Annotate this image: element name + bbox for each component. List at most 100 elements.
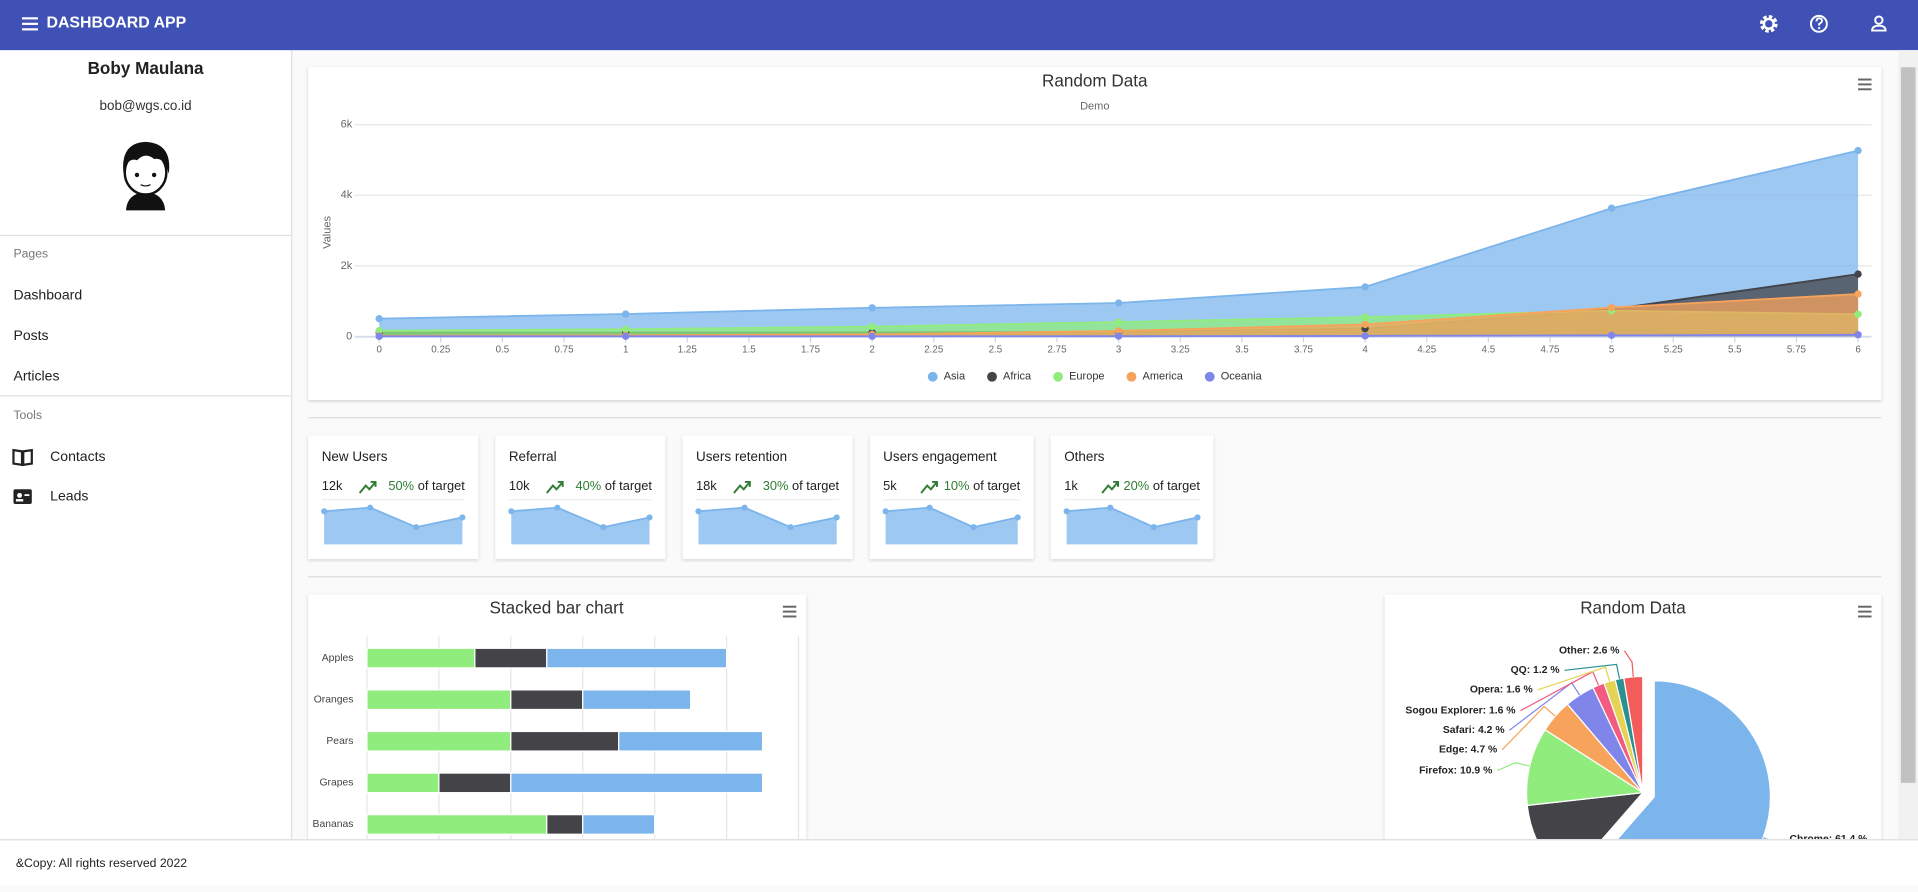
trend-icon (920, 481, 938, 494)
x-tick-label: 1.5 (742, 344, 756, 355)
sparkline-area (885, 507, 1018, 545)
card-note: of target (418, 478, 466, 493)
card-title: New Users (322, 449, 388, 464)
sparkline-point (367, 504, 374, 511)
y-axis-label: Values (322, 216, 334, 249)
data-label: Chrome: 61.4 % (1790, 834, 1868, 845)
y-tick-label: Apples (322, 653, 354, 664)
sparkline-line (324, 506, 463, 529)
x-tick-label: 2.75 (1048, 344, 1068, 355)
point-marker (1114, 299, 1123, 307)
settings-button[interactable] (1759, 14, 1778, 33)
point-marker (1361, 283, 1369, 291)
help-button[interactable] (1809, 14, 1828, 33)
sparkline-point (970, 524, 977, 531)
legend-item[interactable]: Oceania (1204, 371, 1263, 383)
content: Pages Dashboard Posts Articles Tools Contacts… (13, 71, 1872, 845)
card-note: of target (605, 478, 653, 493)
section-title: Tools (13, 408, 42, 422)
area-fill (379, 294, 1859, 337)
chart-menu[interactable] (1858, 605, 1872, 618)
point-marker (622, 310, 630, 318)
pie-slice (1526, 791, 1645, 840)
chart-menu[interactable] (1858, 78, 1872, 91)
legend-item[interactable]: Africa (987, 371, 1032, 383)
x-tick-label: 3.25 (1171, 344, 1191, 355)
data-label: QQ: 1.2 % (1511, 665, 1560, 676)
point-marker (375, 332, 383, 340)
point-marker (868, 304, 876, 312)
data-label: Firefox: 10.9 % (1419, 765, 1492, 776)
point-marker (1361, 320, 1369, 329)
card-percent: 20% (1124, 478, 1150, 493)
card-value: 18k (696, 478, 717, 493)
point-marker (1854, 270, 1862, 278)
sparkline-point (1014, 514, 1021, 521)
sparkline-point (787, 524, 794, 531)
scrollbar-thumb[interactable] (1900, 67, 1916, 783)
sparkline-point (926, 504, 933, 511)
card-title: Referral (509, 449, 557, 464)
user-email: bob@wgs.co.id (100, 98, 192, 113)
y-tick-label: 6k (341, 119, 353, 131)
x-tick-label: 4.25 (1417, 344, 1437, 355)
x-tick-label: 2.25 (924, 344, 944, 355)
menu-button[interactable] (22, 17, 38, 31)
nav-item[interactable]: Dashboard (13, 287, 82, 303)
nav-item[interactable]: Leads (50, 487, 88, 503)
point-marker (1854, 331, 1862, 339)
nav-item[interactable]: Contacts (50, 448, 105, 464)
point-marker (1607, 331, 1616, 339)
trend-icon-arrow (1113, 480, 1119, 487)
app-title: DASHBOARD APP (46, 14, 186, 31)
x-tick-label: 5 (1609, 344, 1615, 355)
legend-item[interactable]: America (1126, 371, 1184, 383)
sparkline-point (554, 504, 561, 511)
footer (0, 839, 1918, 886)
nav-item[interactable]: Articles (13, 367, 59, 383)
card-percent: 50% (388, 478, 414, 493)
card-percent: 10% (944, 478, 970, 493)
point-marker (1607, 204, 1616, 212)
point-marker (868, 322, 876, 331)
trend-icon-arrow (557, 480, 564, 487)
nav-item[interactable]: Posts (13, 327, 48, 343)
card-value: 1k (1064, 478, 1078, 493)
chart-menu[interactable] (782, 605, 797, 618)
sparkline-point (695, 508, 702, 515)
legend-item[interactable]: Asia (927, 371, 966, 383)
legend-label: Oceania (1221, 371, 1263, 383)
trend-icon-arrow (744, 480, 751, 487)
chart-subtitle: Demo (1080, 100, 1109, 112)
point-marker (1361, 332, 1369, 340)
point-marker (622, 332, 630, 340)
x-tick-label: 4 (1362, 344, 1368, 355)
bar-segment (546, 647, 728, 669)
point-marker (1854, 290, 1862, 298)
trend-icon (733, 481, 751, 494)
card-note: of target (973, 478, 1021, 493)
card-percent: 30% (763, 478, 789, 493)
card-title: Others (1064, 449, 1105, 464)
sparkline-area (324, 507, 463, 545)
bar-segment (582, 689, 692, 711)
legend-symbol (927, 371, 938, 382)
section-title: Pages (13, 247, 48, 261)
account-button[interactable] (1871, 15, 1887, 32)
legend-label: Asia (944, 371, 966, 383)
sparkline-line (511, 506, 650, 529)
point-marker (1114, 327, 1123, 335)
bar-segment (618, 730, 764, 752)
x-tick-label: 0 (376, 344, 382, 355)
x-tick-label: 3 (1116, 344, 1121, 355)
x-tick-label: 3.5 (1235, 344, 1249, 355)
legend-label: America (1142, 371, 1183, 383)
x-tick-label: 0.25 (431, 344, 451, 355)
data-label: Edge: 4.7 % (1439, 745, 1497, 756)
trend-icon (358, 481, 377, 494)
legend-item[interactable]: Europe (1053, 371, 1105, 383)
chart-title: Stacked bar chart (490, 599, 624, 618)
